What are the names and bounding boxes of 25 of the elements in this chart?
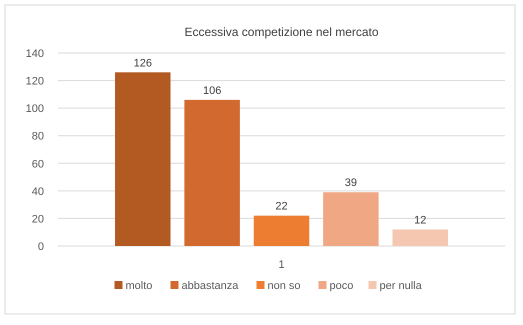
y-tick-label: 120 xyxy=(26,76,44,88)
data-label: 22 xyxy=(275,200,288,213)
x-tick-label: 1 xyxy=(278,259,285,271)
y-tick-label: 20 xyxy=(32,213,44,226)
data-label: 39 xyxy=(344,177,357,190)
data-label: 12 xyxy=(414,214,426,226)
legend-label: molto xyxy=(126,280,152,292)
bar xyxy=(184,100,240,246)
legend-label: non so xyxy=(268,280,301,292)
y-tick-label: 80 xyxy=(32,130,44,143)
bar xyxy=(392,229,448,246)
legend-label: abbastanza xyxy=(182,280,240,292)
bar xyxy=(115,72,171,246)
y-tick-label: 40 xyxy=(32,186,44,198)
data-label: 106 xyxy=(202,84,222,97)
y-tick-label: 140 xyxy=(26,48,44,60)
chart-title: Eccessiva competizione nel mercato xyxy=(184,25,379,39)
bar xyxy=(254,216,310,246)
data-label: 126 xyxy=(134,57,152,70)
y-tick-label: 60 xyxy=(32,158,44,170)
legend-label: per nulla xyxy=(380,280,423,292)
y-tick-label: 0 xyxy=(38,241,44,253)
y-tick-label: 100 xyxy=(26,103,44,116)
legend-label: poco xyxy=(330,280,354,292)
bar xyxy=(323,192,379,246)
